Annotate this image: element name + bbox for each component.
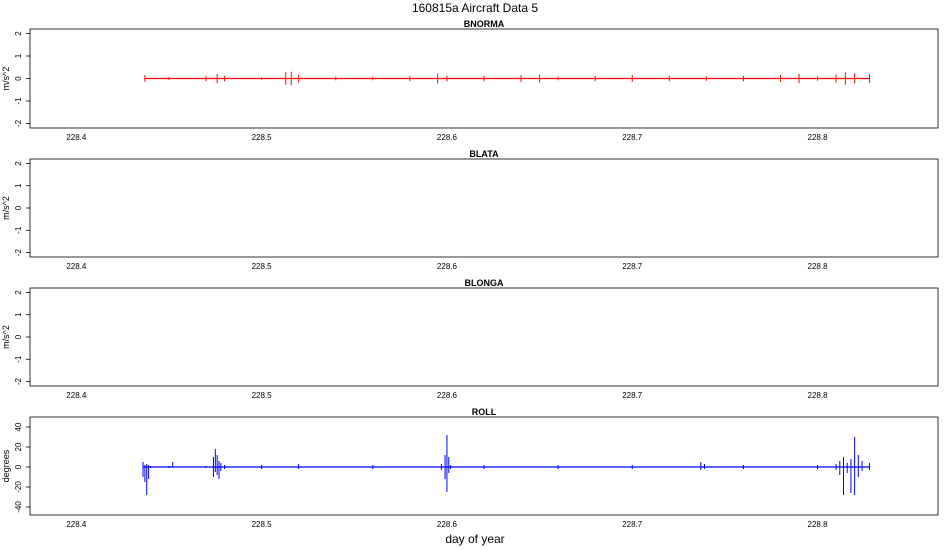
- x-tick-label: 228.7: [622, 133, 643, 142]
- x-tick-label: 228.7: [622, 391, 643, 400]
- y-tick-label: 2: [14, 31, 23, 36]
- panel-title: BLATA: [469, 149, 499, 159]
- y-tick-label: -20: [14, 481, 23, 493]
- y-tick-label: 0: [14, 334, 23, 339]
- x-tick-label: 228.8: [808, 133, 829, 142]
- x-tick-label: 228.8: [808, 262, 829, 271]
- panel-title: BNORMA: [464, 19, 505, 29]
- y-tick-label: 20: [14, 442, 23, 451]
- x-tick-label: 228.8: [808, 391, 829, 400]
- x-tick-label: 228.4: [66, 391, 87, 400]
- x-tick-label: 228.4: [66, 262, 87, 271]
- y-tick-label: 0: [14, 205, 23, 210]
- plot-frame: [29, 287, 939, 387]
- y-tick-label: -2: [14, 119, 23, 127]
- x-tick-label: 228.5: [252, 262, 273, 271]
- y-tick-label: 0: [14, 76, 23, 81]
- x-tick-label: 228.6: [437, 391, 458, 400]
- panel-blonga: BLONGA m/s^2 -2 -1 0 1 2 228.4 228.5 228.6 228.7 22…: [1, 278, 939, 400]
- panel-blata: BLATA m/s^2 -2 -1 0 1 2 228.4 228.5 228.6 228.7 228…: [1, 149, 939, 271]
- series-bnorma: [144, 71, 870, 86]
- figure-title: 160815a Aircraft Data 5: [412, 1, 538, 15]
- y-tick-label: -2: [14, 248, 23, 256]
- plot-frame: [29, 416, 939, 516]
- y-tick-label: -40: [14, 501, 23, 513]
- y-tick-label: -1: [14, 355, 23, 363]
- x-tick-label: 228.7: [622, 262, 643, 271]
- panel-roll: ROLL degrees -40 -20 0 20 40 228.4 228.5 228.6 228…: [1, 407, 939, 529]
- x-tick-label: 228.7: [622, 520, 643, 529]
- x-tick-label: 228.8: [808, 520, 829, 529]
- panel-title: BLONGA: [465, 278, 504, 288]
- y-tick-label: -2: [14, 377, 23, 385]
- y-tick-label: -1: [14, 97, 23, 105]
- y-tick-label: 40: [14, 422, 23, 431]
- x-tick-label: 228.5: [252, 520, 273, 529]
- x-tick-label: 228.6: [437, 262, 458, 271]
- y-axis-label: m/s^2: [1, 325, 11, 349]
- y-tick-label: 0: [14, 464, 23, 469]
- y-tick-label: 1: [14, 183, 23, 188]
- y-axis-label: m/s^2: [1, 196, 11, 220]
- x-axis-label: day of year: [445, 532, 504, 546]
- panel-title: ROLL: [472, 407, 497, 417]
- y-axis-label: degrees: [1, 449, 11, 482]
- x-tick-label: 228.5: [252, 391, 273, 400]
- x-tick-label: 228.6: [437, 520, 458, 529]
- series-roll: [142, 435, 870, 495]
- panel-bnorma: BNORMA m/s^2 -2 -1 0 1 2 228.4 228.5 228.6 228.7 22…: [1, 19, 939, 142]
- y-tick-label: -1: [14, 226, 23, 234]
- y-tick-label: 2: [14, 161, 23, 166]
- x-tick-label: 228.4: [66, 520, 87, 529]
- y-axis-label: m/s^2: [1, 67, 11, 91]
- plot-frame: [29, 158, 939, 258]
- x-tick-label: 228.5: [252, 133, 273, 142]
- x-tick-label: 228.4: [66, 133, 87, 142]
- y-tick-label: 2: [14, 290, 23, 295]
- x-tick-label: 228.6: [437, 133, 458, 142]
- y-tick-label: 1: [14, 53, 23, 58]
- y-tick-label: 1: [14, 312, 23, 317]
